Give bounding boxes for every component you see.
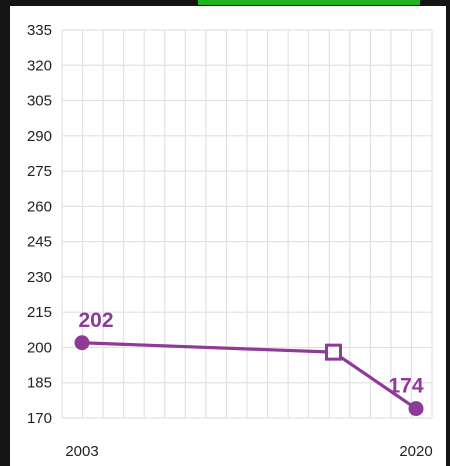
y-tick-label: 170 [27, 410, 52, 427]
y-tick-label: 200 [27, 339, 52, 356]
y-tick-label: 215 [27, 304, 52, 321]
y-tick-label: 260 [27, 198, 52, 215]
chart-grid [61, 29, 433, 419]
series-group [74, 335, 424, 417]
y-tick-label: 305 [27, 93, 52, 110]
window-right-border [446, 0, 450, 466]
x-axis-ticks: 2003 2020 [65, 443, 432, 460]
series-line [81, 341, 417, 410]
y-tick-label: 275 [27, 163, 52, 180]
active-tab-indicator [198, 0, 420, 5]
y-tick-label: 290 [27, 128, 52, 145]
y-tick-label: 185 [27, 375, 52, 392]
y-tick-label: 335 [27, 22, 52, 39]
data-point [74, 335, 90, 351]
data-point-open-square [324, 343, 342, 361]
x-tick-label: 2003 [65, 443, 98, 460]
window-left-border [0, 0, 10, 466]
x-tick-label: 2020 [399, 443, 432, 460]
data-label: 202 [78, 309, 113, 332]
y-tick-label: 230 [27, 269, 52, 286]
data-point [408, 401, 424, 417]
y-axis-ticks: 335 320 305 290 275 260 245 230 215 200 185 170 [27, 22, 52, 427]
y-tick-label: 245 [27, 234, 52, 251]
y-tick-label: 320 [27, 57, 52, 74]
data-label: 174 [388, 375, 423, 398]
data-labels: 202 174 [78, 309, 423, 398]
